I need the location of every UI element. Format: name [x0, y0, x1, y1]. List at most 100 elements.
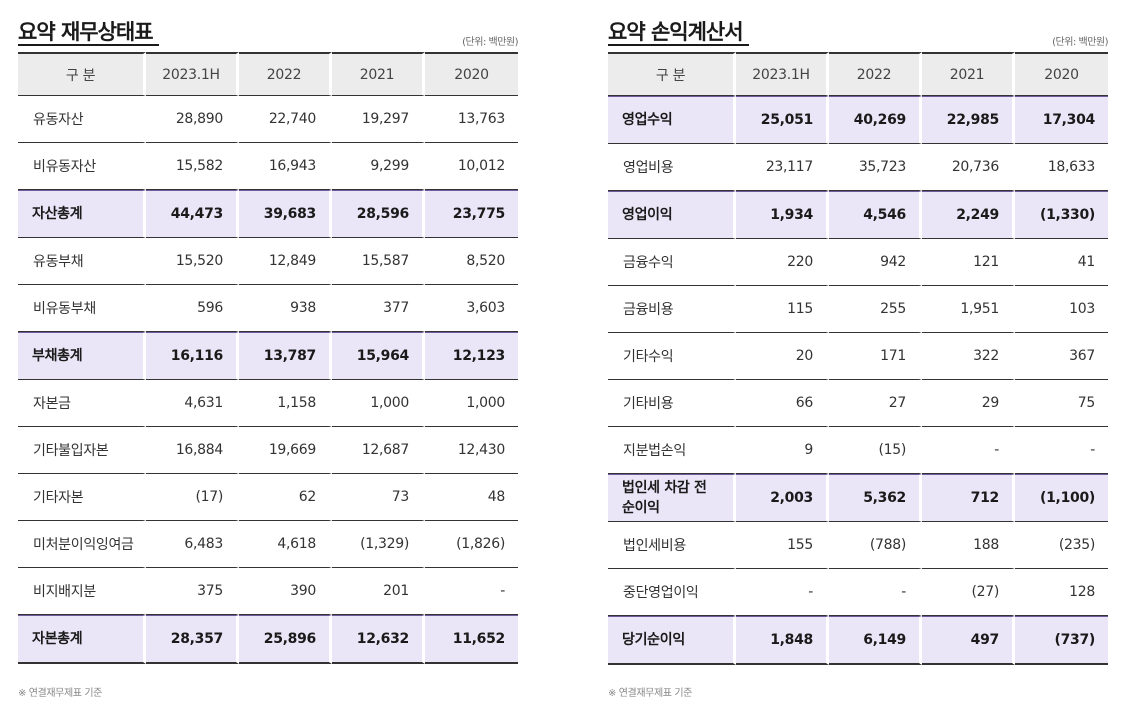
table-row: 지분법손익 9 (15) - - — [608, 427, 1108, 474]
table-row: 기타자본 (17) 62 73 48 — [18, 474, 518, 521]
cell-value: 375 — [146, 568, 239, 615]
cell-value: (788) — [829, 522, 922, 569]
footnote: ※ 연결재무제표 기준 — [608, 688, 692, 699]
cell-value: 8,520 — [425, 238, 518, 285]
cell-value: 3,603 — [425, 285, 518, 332]
income-statement-title: 요약 손익계산서 — [608, 20, 744, 44]
total-row: 자본총계 28,357 25,896 12,632 11,652 — [18, 615, 518, 664]
header-year: 2021 — [922, 52, 1015, 96]
row-label: 미처분이익잉여금 — [18, 521, 146, 568]
table-row: 영업비용 23,117 35,723 20,736 18,633 — [608, 144, 1108, 191]
header-year: 2022 — [829, 52, 922, 96]
total-row: 법인세 차감 전 순이익 2,003 5,362 712 (1,100) — [608, 474, 1108, 522]
cell-value: 1,934 — [736, 191, 829, 239]
balance-sheet-table: 구 분 2023.1H 2022 2021 2020 유동자산 28,890 22,740 1… — [18, 52, 518, 664]
cell-value: 4,631 — [146, 380, 239, 427]
cell-value: 938 — [239, 285, 332, 332]
table-row: 유동부채 15,520 12,849 15,587 8,520 — [18, 238, 518, 285]
row-label: 금융비용 — [608, 286, 736, 333]
table-row: 법인세비용 155 (788) 188 (235) — [608, 522, 1108, 569]
cell-value: 17,304 — [1015, 96, 1108, 144]
table-row: 비유동부채 596 938 377 3,603 — [18, 285, 518, 332]
table-row: 비유동자산 15,582 16,943 9,299 10,012 — [18, 143, 518, 190]
cell-value: 19,297 — [332, 96, 425, 143]
table-row: 금융수익 220 942 121 41 — [608, 239, 1108, 286]
cell-value: 12,123 — [425, 332, 518, 380]
cell-value: 255 — [829, 286, 922, 333]
cell-value: 25,051 — [736, 96, 829, 144]
unit-label: (단위: 백만원) — [1052, 37, 1108, 48]
cell-value: 11,652 — [425, 615, 518, 664]
cell-value: (1,329) — [332, 521, 425, 568]
cell-value: 44,473 — [146, 190, 239, 238]
cell-value: 220 — [736, 239, 829, 286]
row-label: 기타비용 — [608, 380, 736, 427]
table-row: 기타비용 66 27 29 75 — [608, 380, 1108, 427]
income-statement-table: 구 분 2023.1H 2022 2021 2020 영업수익 25,051 40,269 2… — [608, 52, 1108, 665]
footnote: ※ 연결재무제표 기준 — [18, 688, 102, 699]
cell-value: 22,740 — [239, 96, 332, 143]
cell-value: 9 — [736, 427, 829, 474]
cell-value: 201 — [332, 568, 425, 615]
table-row: 자본금 4,631 1,158 1,000 1,000 — [18, 380, 518, 427]
cell-value: 12,632 — [332, 615, 425, 664]
cell-value: 16,116 — [146, 332, 239, 380]
cell-value: 13,763 — [425, 96, 518, 143]
cell-value: 15,587 — [332, 238, 425, 285]
cell-value: 6,149 — [829, 616, 922, 665]
cell-value: 9,299 — [332, 143, 425, 190]
cell-value: 171 — [829, 333, 922, 380]
table-row: 기타수익 20 171 322 367 — [608, 333, 1108, 380]
row-label: 당기순이익 — [608, 616, 736, 665]
cell-value: (1,826) — [425, 521, 518, 568]
cell-value: 497 — [922, 616, 1015, 665]
header-year: 2023.1H — [736, 52, 829, 96]
cell-value: 10,012 — [425, 143, 518, 190]
cell-value: 22,985 — [922, 96, 1015, 144]
cell-value: 377 — [332, 285, 425, 332]
row-label: 법인세 차감 전 순이익 — [608, 474, 736, 522]
cell-value: 20,736 — [922, 144, 1015, 191]
cell-value: - — [425, 568, 518, 615]
row-label: 비유동자산 — [18, 143, 146, 190]
header-year: 2020 — [425, 52, 518, 96]
cell-value: 18,633 — [1015, 144, 1108, 191]
row-label: 비지배지분 — [18, 568, 146, 615]
cell-value: 155 — [736, 522, 829, 569]
cell-value: (15) — [829, 427, 922, 474]
cell-value: 28,357 — [146, 615, 239, 664]
cell-value: 16,884 — [146, 427, 239, 474]
cell-value: 41 — [1015, 239, 1108, 286]
cell-value: - — [736, 569, 829, 616]
row-label: 기타자본 — [18, 474, 146, 521]
cell-value: (27) — [922, 569, 1015, 616]
cell-value: 1,848 — [736, 616, 829, 665]
row-label: 자본총계 — [18, 615, 146, 664]
cell-value: 942 — [829, 239, 922, 286]
cell-value: 367 — [1015, 333, 1108, 380]
cell-value: 2,249 — [922, 191, 1015, 239]
header-label: 구 분 — [608, 52, 736, 96]
cell-value: 2,003 — [736, 474, 829, 522]
cell-value: 75 — [1015, 380, 1108, 427]
table-row: 중단영업이익 - - (27) 128 — [608, 569, 1108, 616]
cell-value: 4,546 — [829, 191, 922, 239]
table-row: 유동자산 28,890 22,740 19,297 13,763 — [18, 96, 518, 143]
header-year: 2021 — [332, 52, 425, 96]
row-label: 법인세비용 — [608, 522, 736, 569]
total-row: 자산총계 44,473 39,683 28,596 23,775 — [18, 190, 518, 238]
cell-value: 48 — [425, 474, 518, 521]
cell-value: 20 — [736, 333, 829, 380]
row-label: 부채총계 — [18, 332, 146, 380]
cell-value: 4,618 — [239, 521, 332, 568]
cell-value: 39,683 — [239, 190, 332, 238]
cell-value: 12,430 — [425, 427, 518, 474]
cell-value: 35,723 — [829, 144, 922, 191]
header-year: 2022 — [239, 52, 332, 96]
cell-value: 1,951 — [922, 286, 1015, 333]
table-header-row: 구 분 2023.1H 2022 2021 2020 — [18, 52, 518, 96]
row-label: 영업이익 — [608, 191, 736, 239]
cell-value: - — [922, 427, 1015, 474]
unit-label: (단위: 백만원) — [462, 37, 518, 48]
cell-value: 1,158 — [239, 380, 332, 427]
